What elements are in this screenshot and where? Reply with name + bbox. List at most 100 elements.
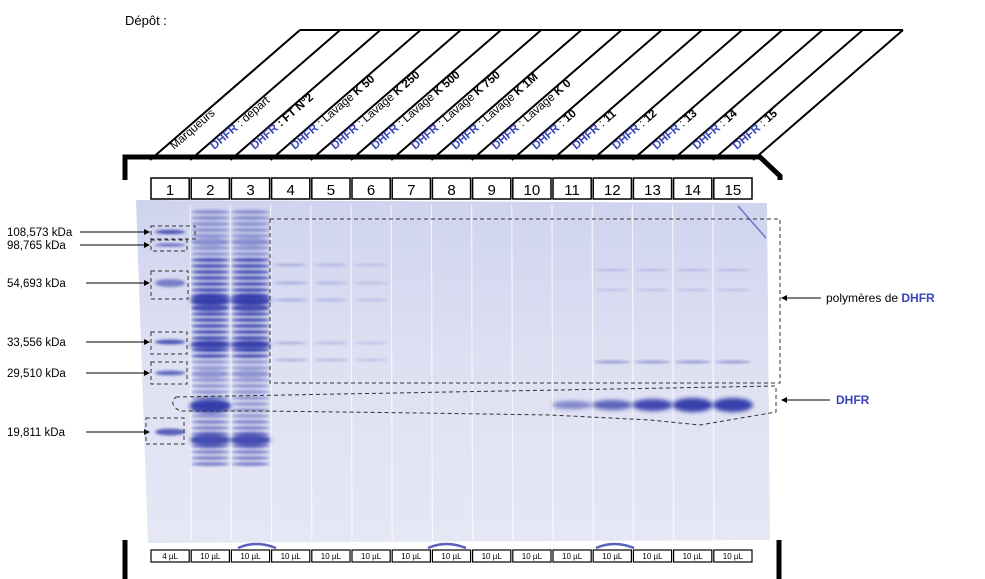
volume-label: 10 µL xyxy=(321,552,342,561)
volume-label: 10 µL xyxy=(642,552,663,561)
lane-label-part: K 250 xyxy=(391,69,422,98)
marker-box-6 xyxy=(145,417,185,445)
volume-box xyxy=(632,549,673,563)
lane-number: 6 xyxy=(367,182,375,199)
marker-box-2 xyxy=(150,239,188,252)
arrow-icon xyxy=(144,229,150,235)
lane-label: DHFR : 15 xyxy=(731,107,780,152)
volume-box xyxy=(311,549,351,563)
lane-number: 11 xyxy=(564,182,580,199)
lane-label-part: K 750 xyxy=(472,69,503,98)
polymer-annotation-protein: DHFR xyxy=(901,291,935,305)
volume-box xyxy=(672,549,713,563)
volume-box xyxy=(391,549,432,563)
lane-number-box xyxy=(150,177,190,200)
polymer-annotation-text: polymères de xyxy=(826,291,901,305)
lane-label-divider xyxy=(189,29,341,161)
lane-label-divider xyxy=(631,29,784,161)
lane-label-divider xyxy=(591,29,743,161)
dhfr-band-outline xyxy=(172,385,777,426)
volume-box xyxy=(190,549,230,563)
lane-label-divider xyxy=(390,29,542,161)
polymer-annotation: polymères de DHFR xyxy=(826,291,935,305)
arrow-icon xyxy=(144,242,150,248)
lane-number-box xyxy=(230,177,271,200)
marker-label: 29,510 kDa xyxy=(7,368,66,380)
volume-label: 10 µL xyxy=(522,552,543,561)
marker-box-1 xyxy=(150,225,196,240)
dhfr-annotation: DHFR xyxy=(836,393,870,407)
lane-label-part: : départ xyxy=(233,94,273,131)
lane-label-divider xyxy=(712,29,864,161)
lane-label-divider xyxy=(310,29,462,161)
lane-number-box xyxy=(672,177,713,200)
volume-box xyxy=(230,549,271,563)
lane-number: 9 xyxy=(488,182,496,199)
lane-number: 1 xyxy=(166,182,174,199)
volume-label: 10 µL xyxy=(361,552,382,561)
arrow-icon xyxy=(144,370,150,376)
volume-label: 4 µL xyxy=(162,552,178,561)
lane-label-divider xyxy=(229,29,382,161)
marker-label: 98,765 kDa xyxy=(7,240,66,252)
lane-number-box xyxy=(270,177,311,200)
lane-label-part: K 50 xyxy=(351,73,377,98)
volume-label: 10 µL xyxy=(401,552,422,561)
volume-label: 10 µL xyxy=(562,552,583,561)
volume-label: 10 µL xyxy=(441,552,462,561)
lane-number-box xyxy=(471,177,512,200)
lane-label-part: K 1M xyxy=(512,71,541,98)
lane-number-box xyxy=(713,177,753,200)
volume-box xyxy=(150,549,190,563)
lane-label-dividers xyxy=(149,29,904,161)
volume-box xyxy=(472,549,512,563)
volume-box xyxy=(713,549,753,563)
lane-label-divider xyxy=(511,29,663,161)
volume-label: 10 µL xyxy=(482,552,503,561)
volume-label: 10 µL xyxy=(281,552,302,561)
volume-box xyxy=(431,549,472,563)
lane-number: 5 xyxy=(327,182,335,199)
gel-frame xyxy=(122,154,783,579)
lane-number-box xyxy=(431,177,472,200)
marker-box-4 xyxy=(150,331,188,355)
lane-number-row: 1 2 3 4 5 6 7 8 9 10 11 12 13 14 15 xyxy=(150,177,753,200)
marker-label: 54,693 kDa xyxy=(7,278,66,290)
lane-label-divider xyxy=(430,29,583,161)
lane-label-divider xyxy=(551,29,703,161)
volume-label: 10 µL xyxy=(200,552,221,561)
lane-number-box xyxy=(311,177,351,200)
volume-box xyxy=(271,549,311,563)
lane-number-box xyxy=(190,177,231,200)
lane-number-box xyxy=(632,177,673,200)
volume-label: 10 µL xyxy=(683,552,704,561)
lane-number: 10 xyxy=(524,182,541,199)
lane-number: 8 xyxy=(447,182,455,199)
lane-label-divider xyxy=(350,29,502,161)
lane-label-divider xyxy=(149,29,301,161)
lane-number: 13 xyxy=(644,182,661,199)
volume-box xyxy=(592,549,633,563)
volume-row: 4 µL 10 µL 10 µL 10 µL 10 µL 10 µL 10 µL 10 µL 1… xyxy=(150,549,753,563)
marker-label: 19,811 kDa xyxy=(7,427,66,439)
lane-number: 4 xyxy=(287,182,295,199)
lane-number: 2 xyxy=(206,182,214,199)
lane-number-box xyxy=(512,177,552,200)
marker-label: 33,556 kDa xyxy=(7,337,66,349)
lane-number: 3 xyxy=(246,182,254,199)
volume-box xyxy=(512,549,552,563)
lane-number: 7 xyxy=(407,182,415,199)
right-annotations: polymères de DHFR DHFR xyxy=(781,291,935,407)
marker-box-3 xyxy=(150,270,189,300)
arrow-icon xyxy=(144,339,150,345)
page-title: Dépôt : xyxy=(125,13,167,28)
lane-number: 14 xyxy=(684,182,701,199)
polymer-box xyxy=(269,218,781,384)
volume-label: 10 µL xyxy=(240,552,261,561)
lane-number-box xyxy=(351,177,391,200)
lane-label-divider xyxy=(752,29,904,161)
volume-box xyxy=(552,549,592,563)
